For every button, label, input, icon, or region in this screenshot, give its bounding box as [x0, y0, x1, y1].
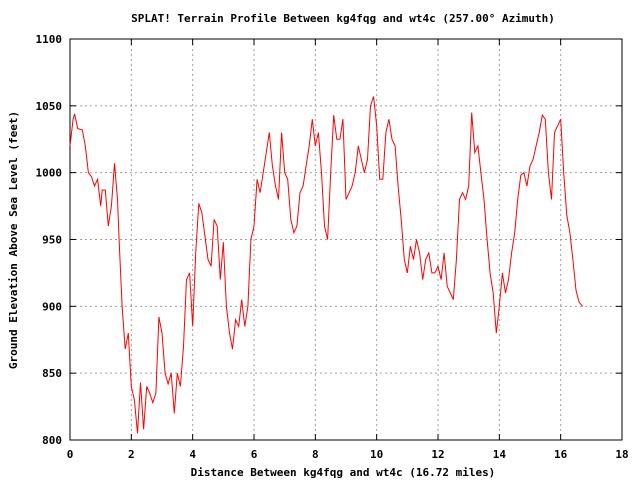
plot-border	[69, 38, 623, 441]
y-tick-label: 950	[42, 234, 62, 247]
ticks: 0 2 4 6 8 10 12 14 16 18 800 850 900 950 1000 1050 1100	[36, 33, 629, 461]
x-tick-label: 0	[67, 448, 74, 461]
grid	[70, 39, 622, 440]
x-tick-label: 10	[370, 448, 383, 461]
x-tick-label: 6	[251, 448, 258, 461]
x-tick-label: 4	[189, 448, 196, 461]
x-tick-label: 18	[615, 448, 628, 461]
y-tick-label: 1100	[36, 33, 63, 46]
chart-title: SPLAT! Terrain Profile Between kg4fqg an…	[131, 12, 555, 25]
x-tick-label: 16	[554, 448, 568, 461]
terrain-line	[69, 96, 584, 434]
y-tick-label: 1050	[36, 100, 63, 113]
y-tick-label: 900	[42, 300, 62, 313]
x-tick-label: 8	[312, 448, 319, 461]
x-tick-label: 12	[431, 448, 444, 461]
x-tick-label: 14	[493, 448, 507, 461]
x-axis-label: Distance Between kg4fqg and wt4c (16.72 …	[191, 466, 496, 479]
y-tick-label: 1000	[36, 167, 63, 180]
y-tick-label: 800	[42, 434, 62, 447]
y-axis-label: Ground Elevation Above Sea Level (feet)	[7, 111, 20, 369]
x-tick-label: 2	[128, 448, 135, 461]
y-tick-label: 850	[42, 367, 62, 380]
